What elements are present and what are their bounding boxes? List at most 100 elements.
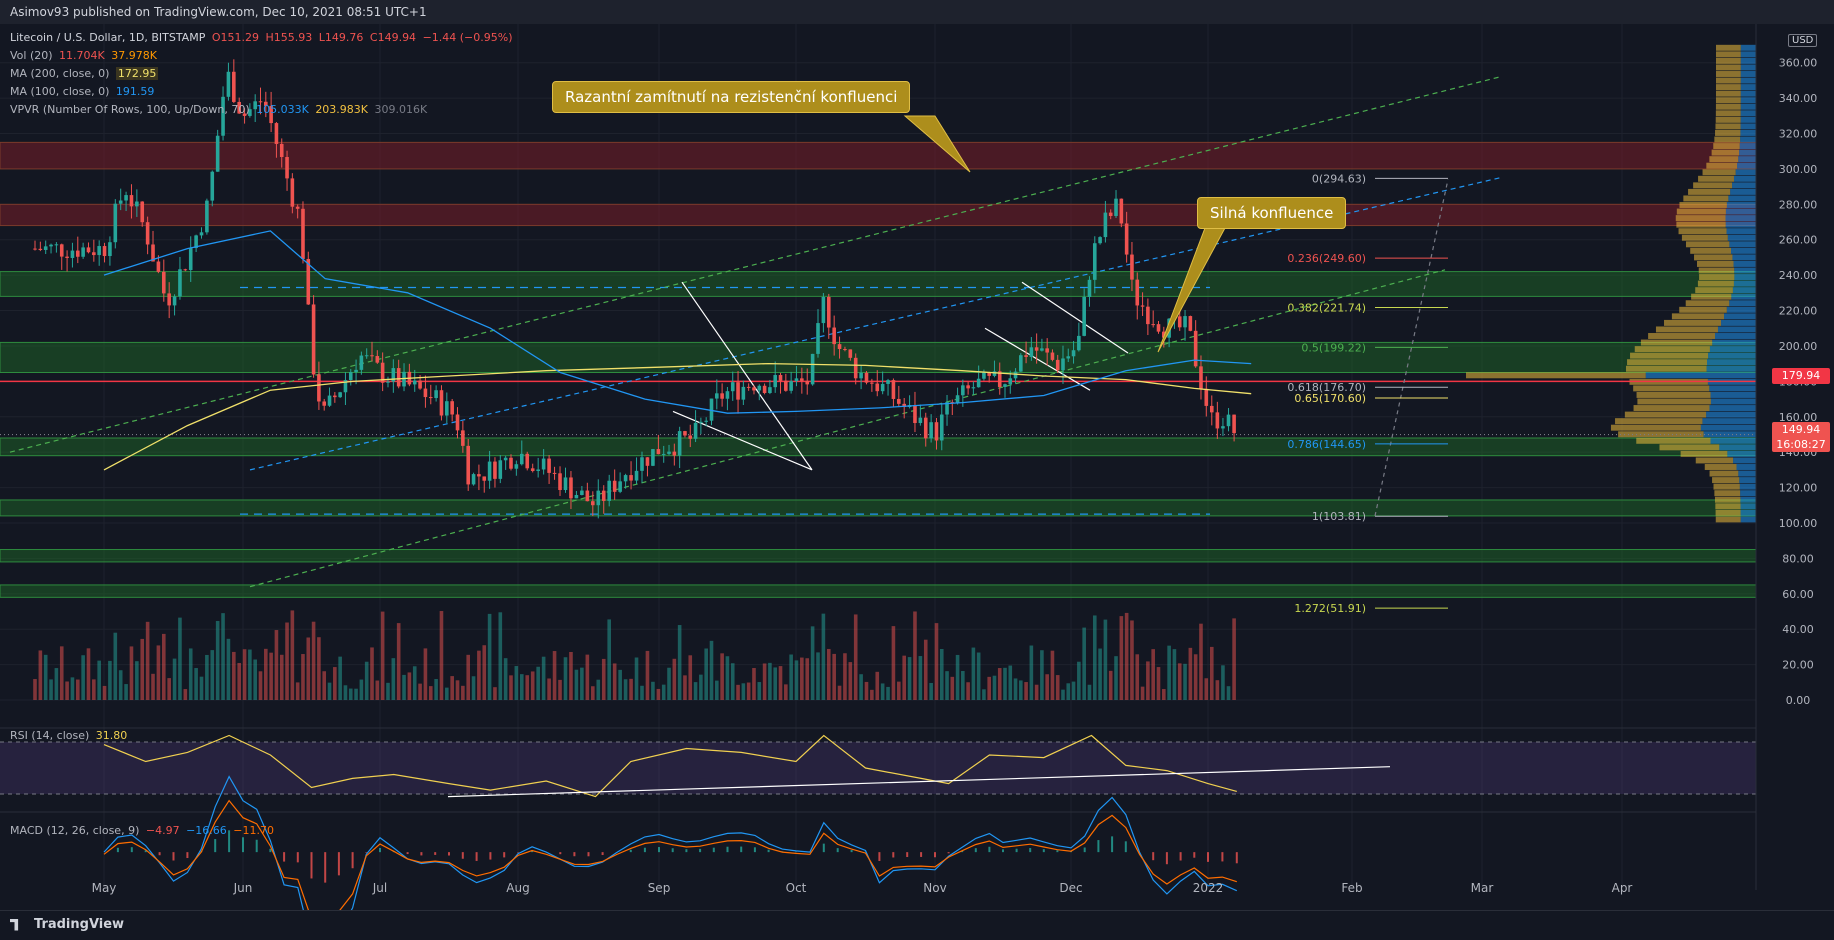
candle-body <box>1162 331 1166 338</box>
callout-confluence[interactable]: Silná konfluence <box>1197 197 1347 229</box>
volume-bar <box>596 679 601 700</box>
currency-label[interactable]: USD <box>1788 34 1818 47</box>
volume-bar <box>789 654 793 700</box>
vpvr-bar-up <box>1738 470 1756 477</box>
candle-body <box>487 461 492 481</box>
callout-resistance[interactable]: Razantní zamítnutí na rezistenční konflu… <box>552 81 911 113</box>
candle-body <box>338 392 342 398</box>
vpvr-bar-down <box>1695 287 1733 294</box>
volume-bar <box>832 653 836 700</box>
candle-body <box>49 244 53 247</box>
price-tick: 40.00 <box>1782 623 1814 636</box>
volume-bar <box>466 654 471 700</box>
volume-bar <box>439 611 444 700</box>
candle-body <box>585 490 590 502</box>
volume-bar <box>65 681 69 700</box>
vpvr-bar-up <box>1736 464 1756 470</box>
volume-bar <box>1066 683 1071 700</box>
candle-body <box>918 417 923 424</box>
candle-body <box>327 395 332 406</box>
price-axis-bg <box>1756 24 1834 890</box>
candle-body <box>258 101 263 103</box>
vpvr-bar-down <box>1698 175 1734 182</box>
vpvr-bar-down <box>1706 162 1738 169</box>
vpvr-bar-up <box>1739 483 1756 490</box>
vpvr-legend: VPVR (Number Of Rows, 100, Up/Down, 70) … <box>10 103 430 116</box>
vpvr-bar-up <box>1700 424 1756 431</box>
candle-body <box>810 353 815 385</box>
price-chart[interactable]: 0(294.63) 0.236(249.60) 0.382(221.74) 0.5(1… <box>0 24 1834 910</box>
symbol-name: Litecoin / U.S. Dollar, 1D, BITSTAMP <box>10 31 206 44</box>
volume-bar <box>338 656 342 700</box>
candle-body <box>514 464 519 469</box>
volume-bar <box>955 654 960 700</box>
volume-bar <box>1071 681 1076 700</box>
time-tick: Feb <box>1341 881 1362 895</box>
volume-bar <box>1114 656 1118 700</box>
candle-body <box>375 356 380 363</box>
volume-bar <box>1040 650 1044 700</box>
macd-line <box>103 775 1238 910</box>
volume-bar <box>418 683 422 700</box>
fib-level-label: 0(294.63) <box>1312 172 1366 185</box>
vpvr-bar-down <box>1694 254 1733 261</box>
candle-body <box>1092 243 1097 280</box>
candle-body <box>140 201 145 223</box>
volume-bar <box>530 671 535 700</box>
vpvr-bar-up <box>1740 84 1756 91</box>
vpvr-bar-down <box>1679 306 1727 313</box>
volume-bar <box>1188 647 1193 700</box>
green-zone <box>0 271 1757 297</box>
candle-body <box>412 380 417 385</box>
volume-bar <box>715 680 719 700</box>
tradingview-logo[interactable]: TradingView <box>10 917 124 932</box>
vpvr-bar-down <box>1640 339 1713 346</box>
volume-bar <box>503 658 508 700</box>
volume-bar <box>1232 618 1236 700</box>
volume-bar <box>1045 674 1049 700</box>
volume-bar <box>1050 650 1055 700</box>
volume-bar <box>688 655 693 700</box>
volume-bar <box>870 689 874 700</box>
rsi-band <box>0 742 1756 794</box>
candle-body <box>870 382 874 384</box>
volume-bar <box>412 666 417 700</box>
fib-level-label: 0.786(144.65) <box>1287 438 1366 451</box>
wedge-line <box>681 281 813 471</box>
macd-legend: MACD (12, 26, close, 9) −4.97 −16.66 −11… <box>10 824 277 837</box>
time-tick: Jun <box>233 881 253 895</box>
volume-bar <box>736 684 740 700</box>
vpvr-bar-down <box>1715 97 1741 104</box>
candle-body <box>311 304 316 375</box>
volume-bar <box>487 613 492 700</box>
volume-bar <box>301 654 305 700</box>
rsi-legend: RSI (14, close) 31.80 <box>10 729 130 742</box>
volume-bar <box>290 610 295 700</box>
vpvr-bar-down <box>1610 424 1701 431</box>
volume-bar <box>547 678 551 700</box>
vpvr-bar-down <box>1690 247 1731 254</box>
vpvr-bar-up <box>1730 247 1756 254</box>
vpvr-bar-up <box>1732 182 1756 189</box>
candle-body <box>982 372 986 379</box>
price-tick: 120.00 <box>1779 482 1818 495</box>
volume-bar <box>1140 686 1145 700</box>
candle-body <box>789 381 793 391</box>
volume-bar <box>741 683 746 700</box>
volume-bar <box>1151 649 1155 700</box>
red-zone <box>0 203 1757 227</box>
volume-bar <box>509 675 513 700</box>
vpvr-bar-down <box>1625 365 1707 372</box>
candle-body <box>75 250 80 257</box>
volume-bar <box>683 675 687 700</box>
candle-body <box>232 71 236 102</box>
fib-level-label: 1.272(51.91) <box>1294 602 1366 615</box>
vpvr-bar-down <box>1715 71 1741 77</box>
candle-body <box>645 457 650 466</box>
vpvr-bar-down <box>1676 221 1726 228</box>
candle-body <box>1055 359 1060 371</box>
candle-body <box>768 387 772 393</box>
candle-body <box>498 460 503 479</box>
candle-body <box>455 414 460 431</box>
candle-body <box>699 421 703 423</box>
